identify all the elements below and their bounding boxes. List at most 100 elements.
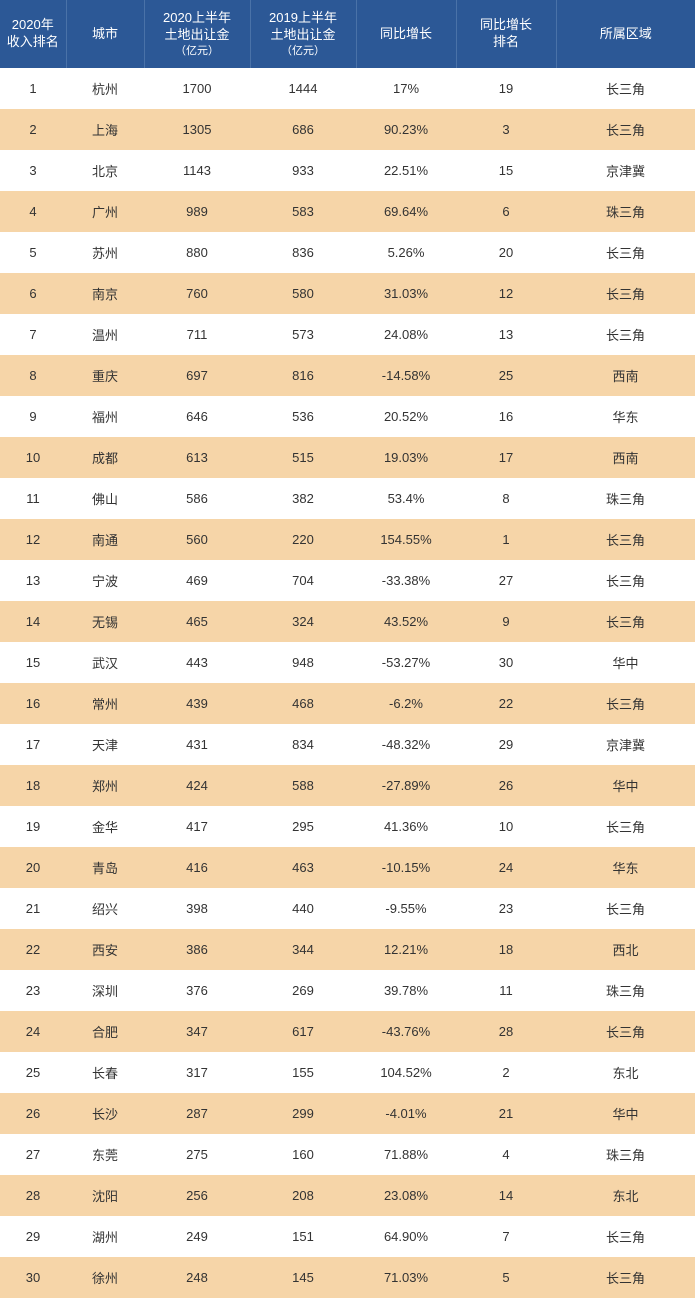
cell-grank: 10 [456, 806, 556, 847]
cell-city: 天津 [66, 724, 144, 765]
cell-v2019: 686 [250, 109, 356, 150]
cell-grank: 12 [456, 273, 556, 314]
cell-city: 成都 [66, 437, 144, 478]
cell-region: 东北 [556, 1052, 695, 1093]
cell-v2020: 443 [144, 642, 250, 683]
cell-city: 绍兴 [66, 888, 144, 929]
cell-rank: 11 [0, 478, 66, 519]
cell-region: 长三角 [556, 519, 695, 560]
cell-grank: 16 [456, 396, 556, 437]
cell-v2019: 573 [250, 314, 356, 355]
cell-v2019: 948 [250, 642, 356, 683]
cell-v2019: 515 [250, 437, 356, 478]
cell-region: 华东 [556, 396, 695, 437]
cell-grank: 14 [456, 1175, 556, 1216]
cell-growth: 154.55% [356, 519, 456, 560]
cell-rank: 1 [0, 68, 66, 109]
col-header-rank: 2020年收入排名 [0, 0, 66, 68]
cell-v2019: 834 [250, 724, 356, 765]
cell-growth: 20.52% [356, 396, 456, 437]
cell-v2020: 760 [144, 273, 250, 314]
cell-region: 西南 [556, 437, 695, 478]
cell-v2020: 1143 [144, 150, 250, 191]
cell-growth: 31.03% [356, 273, 456, 314]
cell-city: 福州 [66, 396, 144, 437]
cell-v2020: 248 [144, 1257, 250, 1298]
cell-v2020: 424 [144, 765, 250, 806]
table-row: 27东莞27516071.88%4珠三角 [0, 1134, 695, 1175]
cell-rank: 14 [0, 601, 66, 642]
cell-v2019: 588 [250, 765, 356, 806]
cell-rank: 3 [0, 150, 66, 191]
table-row: 8重庆697816-14.58%25西南 [0, 355, 695, 396]
cell-v2020: 287 [144, 1093, 250, 1134]
cell-v2019: 583 [250, 191, 356, 232]
table-row: 29湖州24915164.90%7长三角 [0, 1216, 695, 1257]
table-row: 6南京76058031.03%12长三角 [0, 273, 695, 314]
cell-rank: 18 [0, 765, 66, 806]
table-row: 18郑州424588-27.89%26华中 [0, 765, 695, 806]
cell-v2019: 536 [250, 396, 356, 437]
cell-grank: 13 [456, 314, 556, 355]
cell-growth: -10.15% [356, 847, 456, 888]
cell-city: 沈阳 [66, 1175, 144, 1216]
cell-growth: 41.36% [356, 806, 456, 847]
table-row: 9福州64653620.52%16华东 [0, 396, 695, 437]
cell-rank: 20 [0, 847, 66, 888]
cell-grank: 9 [456, 601, 556, 642]
cell-growth: 23.08% [356, 1175, 456, 1216]
cell-v2020: 586 [144, 478, 250, 519]
cell-city: 深圳 [66, 970, 144, 1011]
cell-city: 常州 [66, 683, 144, 724]
cell-v2019: 151 [250, 1216, 356, 1257]
cell-rank: 8 [0, 355, 66, 396]
table-row: 4广州98958369.64%6珠三角 [0, 191, 695, 232]
table-row: 10成都61351519.03%17西南 [0, 437, 695, 478]
cell-rank: 25 [0, 1052, 66, 1093]
cell-growth: -4.01% [356, 1093, 456, 1134]
cell-region: 长三角 [556, 1216, 695, 1257]
cell-rank: 26 [0, 1093, 66, 1134]
cell-region: 珠三角 [556, 970, 695, 1011]
cell-growth: -14.58% [356, 355, 456, 396]
cell-rank: 17 [0, 724, 66, 765]
cell-rank: 5 [0, 232, 66, 273]
cell-v2020: 711 [144, 314, 250, 355]
cell-v2019: 816 [250, 355, 356, 396]
cell-region: 珠三角 [556, 1134, 695, 1175]
cell-v2020: 417 [144, 806, 250, 847]
cell-region: 长三角 [556, 273, 695, 314]
cell-city: 重庆 [66, 355, 144, 396]
cell-grank: 23 [456, 888, 556, 929]
cell-region: 长三角 [556, 1257, 695, 1298]
cell-rank: 10 [0, 437, 66, 478]
cell-v2019: 1444 [250, 68, 356, 109]
cell-city: 杭州 [66, 68, 144, 109]
cell-city: 武汉 [66, 642, 144, 683]
cell-city: 佛山 [66, 478, 144, 519]
cell-region: 华中 [556, 765, 695, 806]
cell-v2019: 295 [250, 806, 356, 847]
cell-v2019: 382 [250, 478, 356, 519]
table-row: 3北京114393322.51%15京津冀 [0, 150, 695, 191]
cell-city: 长沙 [66, 1093, 144, 1134]
table-row: 16常州439468-6.2%22长三角 [0, 683, 695, 724]
cell-city: 徐州 [66, 1257, 144, 1298]
cell-growth: -48.32% [356, 724, 456, 765]
col-header-v2020: 2020上半年土地出让金（亿元） [144, 0, 250, 68]
cell-region: 京津冀 [556, 150, 695, 191]
col-header-v2019: 2019上半年土地出让金（亿元） [250, 0, 356, 68]
cell-city: 南通 [66, 519, 144, 560]
cell-rank: 2 [0, 109, 66, 150]
cell-grank: 8 [456, 478, 556, 519]
table-row: 28沈阳25620823.08%14东北 [0, 1175, 695, 1216]
cell-growth: 17% [356, 68, 456, 109]
cell-growth: 64.90% [356, 1216, 456, 1257]
cell-rank: 22 [0, 929, 66, 970]
cell-v2019: 269 [250, 970, 356, 1011]
cell-region: 长三角 [556, 109, 695, 150]
cell-region: 长三角 [556, 683, 695, 724]
cell-region: 长三角 [556, 806, 695, 847]
cell-rank: 28 [0, 1175, 66, 1216]
cell-v2019: 220 [250, 519, 356, 560]
